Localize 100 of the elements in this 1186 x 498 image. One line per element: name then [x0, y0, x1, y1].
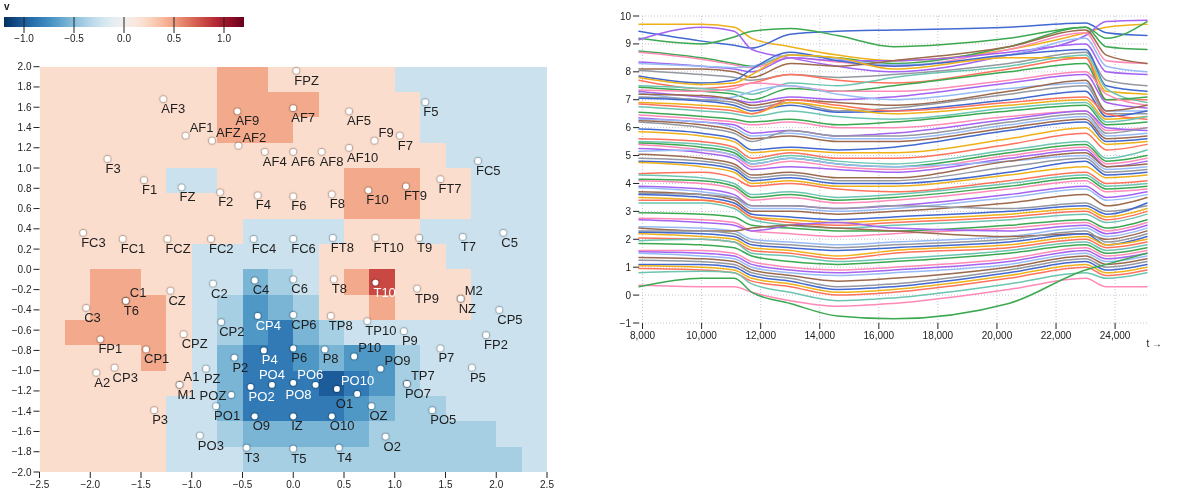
y-tick-label: 0.6: [17, 203, 32, 215]
x-tick-label: 2.5: [540, 479, 555, 490]
annotation: P2: [232, 359, 249, 375]
annotation: T5: [291, 450, 307, 466]
annotation: FC5: [475, 162, 501, 178]
y-tick-label: 0.0: [17, 263, 32, 275]
annotation: AF8: [319, 153, 344, 169]
annotation: PO3: [197, 437, 224, 453]
annotation: P9: [401, 333, 418, 349]
y-tick-label: −0.2: [11, 284, 32, 296]
annotation: O9: [252, 418, 271, 434]
annotation: FPZ: [294, 72, 319, 88]
line-series: [638, 29, 1148, 79]
y-tick-label: 3: [625, 205, 632, 217]
line-series: [638, 225, 1148, 246]
x-tick-label: 18,000: [922, 330, 954, 341]
y-tick-label: 6: [625, 122, 632, 134]
x-tick-label: 0.0: [286, 479, 301, 490]
annotation: C6: [291, 281, 308, 297]
y-tick-label: 1.8: [17, 81, 32, 93]
y-tick-label: −0.4: [11, 304, 32, 316]
x-tick-label: 8,000: [630, 330, 656, 341]
x-axis-title: t →: [1146, 338, 1162, 349]
annotation: T9: [417, 239, 433, 255]
annotation: TP9: [415, 290, 439, 306]
annotation: FC2: [209, 240, 234, 256]
y-tick-label: 4: [625, 177, 632, 189]
annotation: AF6: [291, 153, 316, 169]
annotation: T4: [336, 449, 353, 465]
y-tick-label: 2.0: [17, 61, 32, 73]
y-tick-label: 0: [625, 289, 632, 301]
y-tick-label: −1.6: [11, 425, 32, 437]
x-tick-label: 0.5: [337, 479, 352, 490]
annotation: F4: [255, 197, 271, 213]
annotation: C2: [211, 285, 228, 301]
annotation: P7: [438, 350, 455, 366]
color-bar-label: −0.5: [64, 33, 85, 44]
y-tick-label: −1.4: [11, 405, 32, 417]
annotation: CP5: [497, 311, 523, 327]
annotation: FC1: [120, 240, 146, 256]
annotation: CZ: [168, 292, 186, 308]
line-series: [638, 224, 1148, 241]
color-bar-label: 0.0: [117, 33, 132, 44]
annotation: FC6: [291, 240, 316, 256]
x-tick-label: −0.5: [232, 479, 253, 490]
color-bar-title: v: [4, 1, 10, 12]
y-tick-label: −0.6: [11, 324, 32, 336]
annotation: CP1: [144, 351, 170, 367]
y-tick-label: 8: [625, 66, 632, 78]
x-tick-label: 24,000: [1099, 330, 1131, 341]
line-series: [638, 212, 1148, 232]
y-tick-label: 0.8: [17, 182, 32, 194]
line-series: [638, 270, 1148, 302]
annotation: M2: [464, 282, 483, 298]
annotation: AF2: [242, 129, 267, 145]
annotation: CPZ: [181, 336, 208, 352]
annotation: P6: [291, 350, 308, 366]
color-bar-label: 1.0: [217, 33, 232, 44]
annotation: AF4: [262, 153, 287, 169]
annotation: AF10: [347, 149, 379, 165]
annotation: F6: [291, 198, 307, 214]
annotation: TP7: [410, 367, 435, 383]
y-tick-label: 5: [625, 150, 632, 162]
x-tick-label: 16,000: [863, 330, 895, 341]
x-tick-label: −1.0: [181, 479, 203, 490]
annotation: F7: [397, 137, 413, 153]
annotation: FT9: [403, 188, 428, 204]
y-tick-label: −1.8: [11, 446, 32, 458]
annotation: TP8: [328, 317, 353, 333]
annotation: PO9: [384, 352, 411, 368]
line-series: [638, 252, 1148, 320]
annotation: FT7: [438, 181, 462, 197]
annotation: P10: [358, 340, 382, 356]
annotation: FT8: [330, 239, 354, 255]
annotation: P5: [469, 369, 486, 385]
y-tick-label: −0.8: [11, 344, 32, 356]
annotation: PO10: [340, 372, 375, 388]
annotation: T6: [123, 302, 139, 318]
annotation: CP3: [112, 369, 138, 385]
annotation: CP2: [219, 324, 245, 340]
y-tick-label: 1.6: [17, 101, 32, 113]
annotation: PO4: [258, 366, 285, 382]
line-series: [638, 255, 1148, 282]
y-tick-label: −1.2: [11, 385, 32, 397]
line-series: [638, 277, 1148, 308]
annotation: FT10: [373, 239, 404, 255]
annotation: PZ: [203, 370, 221, 386]
line-series: [638, 48, 1148, 93]
y-tick-label: −1: [619, 317, 632, 329]
line-series: [638, 232, 1148, 257]
y-tick-label: 1.2: [17, 142, 32, 154]
annotation: PO8: [285, 386, 312, 402]
annotation: F10: [366, 192, 389, 208]
annotation: PO1: [214, 408, 241, 424]
x-tick-label: 14,000: [804, 330, 836, 341]
annotation: C4: [252, 282, 270, 298]
y-tick-label: 7: [625, 94, 632, 106]
annotation: P3: [152, 412, 169, 428]
y-tick-label: 1.0: [17, 162, 32, 174]
y-tick-label: 0.4: [17, 223, 32, 235]
